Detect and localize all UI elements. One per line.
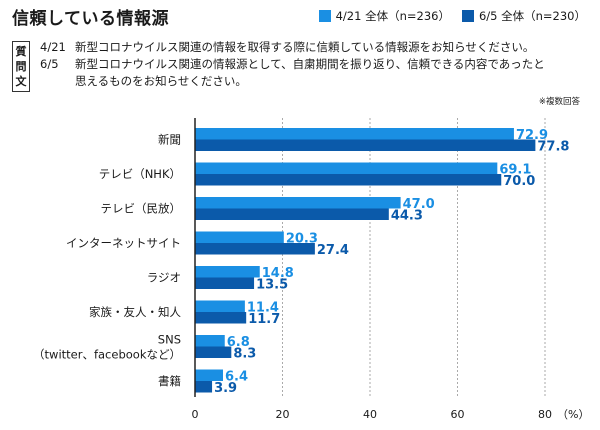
x-tick-label: 0 (192, 408, 199, 421)
x-tick-label: 40 (363, 408, 377, 421)
legend-item-series2: 6/5 全体（n=230） (461, 8, 586, 24)
value-label: 69.1 (499, 163, 531, 178)
question-text: 4/21 新型コロナウイルス関連の情報を取得する際に信頼している情報源をお知らせ… (40, 39, 545, 90)
question-label-char: 文 (15, 75, 27, 88)
category-label: 家族・友人・知人 (89, 305, 181, 319)
value-label: 14.8 (262, 266, 294, 281)
value-label: 6.4 (225, 370, 248, 385)
value-label: 6.8 (227, 335, 250, 350)
category-label: （twitter、facebookなど） (33, 348, 181, 362)
value-label: 27.4 (317, 243, 349, 258)
bar-series2 (195, 174, 502, 186)
bar-series1 (195, 162, 498, 174)
question-row: 思えるものをお知らせください。 (40, 73, 545, 90)
question-date: 4/21 (40, 40, 66, 54)
legend: 4/21 全体（n=236） 6/5 全体（n=230） (318, 8, 586, 24)
bar-series1 (195, 266, 260, 278)
legend-label-series2: 6/5 全体（n=230） (478, 9, 586, 23)
x-axis-unit: （%） (557, 408, 589, 421)
question-label-box: 質 問 文 (12, 41, 30, 92)
value-label: 44.3 (391, 209, 423, 224)
value-label: 77.8 (537, 140, 569, 155)
bar-series2 (195, 139, 536, 151)
bar-series1 (195, 231, 284, 243)
question-row: 4/21 新型コロナウイルス関連の情報を取得する際に信頼している情報源をお知らせ… (40, 39, 545, 56)
bar-series2 (195, 243, 315, 255)
legend-swatch-series2 (461, 10, 474, 22)
legend-label-series1: 4/21 全体（n=236） (335, 9, 450, 23)
bar-series2 (195, 312, 247, 324)
legend-swatch-series1 (318, 10, 331, 22)
bar-series2 (195, 277, 255, 289)
value-label: 72.9 (516, 128, 548, 143)
bar-series1 (195, 300, 245, 312)
multiple-answer-note: ※複数回答 (538, 97, 580, 107)
question-body: 新型コロナウイルス関連の情報源として、自粛期間を振り返り、信頼できる内容であった… (75, 57, 545, 71)
legend-item-series1: 4/21 全体（n=236） (318, 8, 450, 24)
value-label: 8.3 (233, 347, 256, 362)
value-label: 70.0 (503, 174, 535, 189)
bar-series1 (195, 369, 223, 381)
question-label-char: 質 (15, 45, 27, 58)
category-label: テレビ（民放） (101, 202, 182, 216)
category-label: SNS (158, 333, 181, 347)
x-tick-label: 60 (451, 408, 465, 421)
bar-series2 (195, 208, 389, 220)
value-label: 20.3 (286, 232, 318, 247)
bar-series2 (195, 381, 213, 393)
value-label: 11.4 (247, 301, 279, 316)
category-label: テレビ（NHK） (99, 167, 181, 181)
chart-title: 信頼している情報源 (12, 9, 169, 29)
category-label: ラジオ (147, 271, 181, 285)
bar-series2 (195, 346, 232, 358)
question-row: 6/5 新型コロナウイルス関連の情報源として、自粛期間を振り返り、信頼できる内容… (40, 56, 545, 73)
value-label: 3.9 (214, 381, 237, 396)
category-label: 書籍 (158, 374, 181, 388)
question-body: 新型コロナウイルス関連の情報を取得する際に信頼している情報源をお知らせください。 (75, 40, 535, 54)
x-tick-label: 80 (538, 408, 552, 421)
bar-series1 (195, 335, 225, 347)
value-label: 13.5 (256, 278, 288, 293)
question-date: 6/5 (40, 57, 59, 71)
question-body: 思えるものをお知らせください。 (75, 74, 247, 88)
category-label: インターネットサイト (66, 236, 181, 250)
value-label: 11.7 (248, 312, 280, 327)
bar-series1 (195, 128, 514, 140)
bar-series1 (195, 197, 401, 209)
category-label: 新聞 (158, 133, 181, 147)
question-label-char: 問 (15, 60, 27, 73)
value-label: 47.0 (403, 197, 435, 212)
x-tick-label: 20 (276, 408, 290, 421)
